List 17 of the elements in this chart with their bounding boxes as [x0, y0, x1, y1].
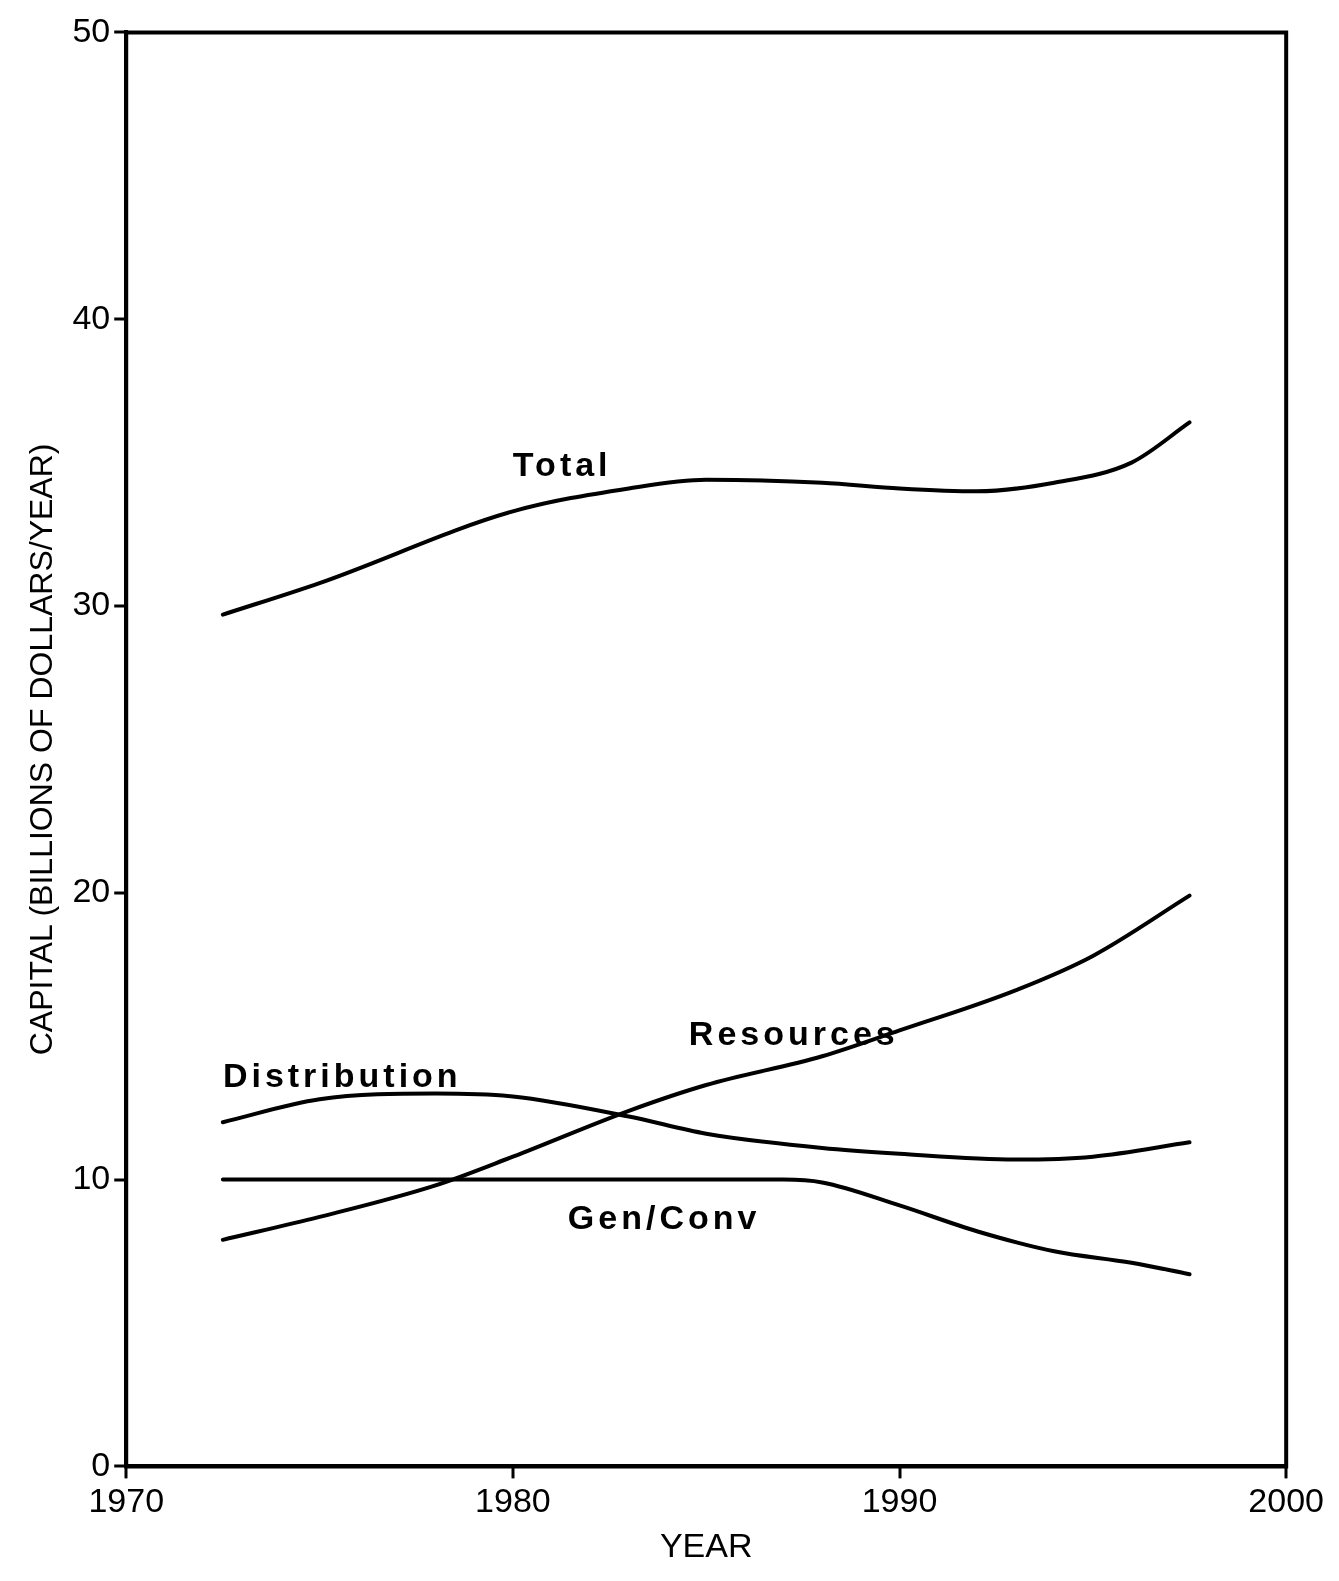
y-tick-label: 30 — [72, 584, 111, 623]
x-tick-label: 2000 — [1248, 1481, 1324, 1520]
x-tick-label: 1970 — [88, 1481, 165, 1520]
y-tick-label: 0 — [91, 1444, 111, 1483]
y-tick-label: 50 — [72, 10, 111, 49]
series-label: Total — [512, 444, 612, 483]
x-tick-label: 1980 — [475, 1481, 551, 1520]
y-tick-label: 10 — [72, 1157, 111, 1196]
series-label: Distribution — [222, 1055, 462, 1094]
series-label: Gen/Conv — [567, 1197, 761, 1236]
line-series — [220, 420, 1192, 617]
x-tick-label: 1990 — [861, 1481, 938, 1520]
y-axis-title: CAPITAL (BILLIONS OF DOLLARS/YEAR) — [23, 443, 60, 1056]
y-tick-label: 20 — [72, 871, 111, 910]
series-label: Resources — [688, 1014, 899, 1053]
x-axis-title: YEAR — [659, 1525, 753, 1564]
y-tick-label: 40 — [72, 297, 111, 336]
